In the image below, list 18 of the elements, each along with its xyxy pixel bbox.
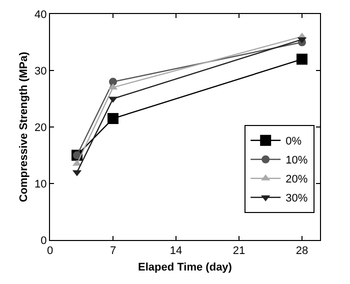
x-tick-label: 14 xyxy=(170,245,182,258)
y-tick-label: 40 xyxy=(34,8,47,21)
x-tick-label: 28 xyxy=(296,245,308,258)
x-tick-label: 7 xyxy=(110,245,116,258)
x-axis-title: Elaped Time (day) xyxy=(138,261,232,274)
legend-label: 10% xyxy=(286,154,308,167)
y-axis-title: Compressive Strength (MPa) xyxy=(18,51,30,202)
y-tick-label: 30 xyxy=(34,65,47,78)
y-tick-label: 20 xyxy=(34,122,47,134)
x-tick-label: 21 xyxy=(232,245,246,258)
y-tick-label: 10 xyxy=(34,178,47,190)
legend-label: 0% xyxy=(286,136,302,148)
point xyxy=(296,54,308,65)
y-tick-label: 0 xyxy=(40,234,47,247)
legend-label: 20% xyxy=(286,174,308,186)
point xyxy=(108,113,118,124)
legend-label: 30% xyxy=(286,192,308,205)
point xyxy=(109,78,117,86)
